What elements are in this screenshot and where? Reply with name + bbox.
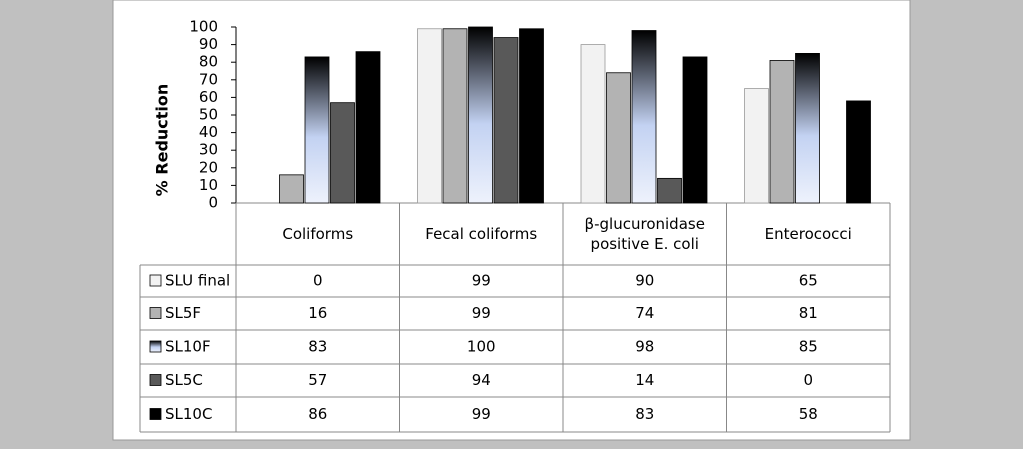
table-value: 14 (635, 371, 654, 389)
table-value: 86 (308, 405, 327, 423)
table-value: 83 (308, 338, 327, 356)
y-tick-label: 100 (189, 18, 218, 36)
table-value: 65 (799, 272, 818, 290)
bar (657, 177, 682, 204)
y-tick-label: 10 (199, 176, 218, 194)
x-label-box: Fecal coliforms (425, 225, 538, 243)
legend-label: SLU final (165, 272, 230, 290)
bar (631, 30, 657, 204)
y-tick-label: 80 (199, 53, 218, 71)
y-tick-label: 0 (208, 194, 218, 212)
y-tick-label: 70 (199, 70, 218, 88)
x-tick-label: β-glucuronidase positive E. coli (584, 215, 705, 253)
legend-swatch (149, 408, 162, 420)
table-value: 57 (308, 371, 327, 389)
bar (606, 72, 631, 204)
x-tick-label: Enterococci (764, 225, 852, 243)
y-tick-label: 30 (199, 141, 218, 159)
x-label-box: β-glucuronidase positive E. coli (584, 215, 705, 253)
table-value: 90 (635, 272, 654, 290)
x-tick-label: Fecal coliforms (425, 225, 538, 243)
table-value: 74 (635, 304, 654, 322)
bar (580, 44, 606, 204)
bar (795, 53, 820, 204)
legend-swatch (149, 274, 162, 287)
bar (846, 100, 871, 204)
bar (330, 102, 355, 204)
bar (355, 51, 381, 204)
legend-label: SL5C (165, 371, 203, 389)
x-tick-label: Coliforms (282, 225, 354, 243)
y-tick-label: 20 (199, 158, 218, 176)
table-value: 99 (472, 405, 491, 423)
legend-label: SL10F (165, 338, 211, 356)
x-label-box: Coliforms (282, 225, 354, 243)
y-tick-label: 60 (199, 88, 218, 106)
bar (417, 28, 442, 204)
legend-swatch (149, 374, 162, 386)
table-value: 98 (635, 338, 654, 356)
legend-label: SL5F (165, 304, 201, 322)
bar (744, 88, 769, 204)
bar (493, 37, 519, 204)
table-value: 58 (799, 405, 818, 423)
table-value: 81 (799, 304, 818, 322)
bar (769, 60, 795, 204)
legend-swatch (149, 340, 162, 353)
table-value: 0 (803, 371, 813, 389)
y-tick-label: 50 (199, 106, 218, 124)
bar (682, 56, 708, 204)
y-tick-label: 40 (199, 123, 218, 141)
x-label-box: Enterococci (764, 225, 852, 243)
y-axis-label: % Reduction (153, 84, 172, 197)
table-value: 16 (308, 304, 327, 322)
table-value: 83 (635, 405, 654, 423)
bar (468, 26, 493, 204)
table-value: 85 (799, 338, 818, 356)
legend-label: SL10C (165, 405, 212, 423)
bar (304, 56, 330, 204)
bar (519, 28, 544, 204)
table-value: 0 (313, 272, 323, 290)
legend-swatch (149, 307, 162, 319)
table-value: 94 (472, 371, 491, 389)
table-value: 100 (467, 338, 496, 356)
table-value: 99 (472, 304, 491, 322)
bar (279, 174, 304, 204)
y-tick-label: 90 (199, 35, 218, 53)
table-value: 99 (472, 272, 491, 290)
bar (442, 28, 468, 204)
